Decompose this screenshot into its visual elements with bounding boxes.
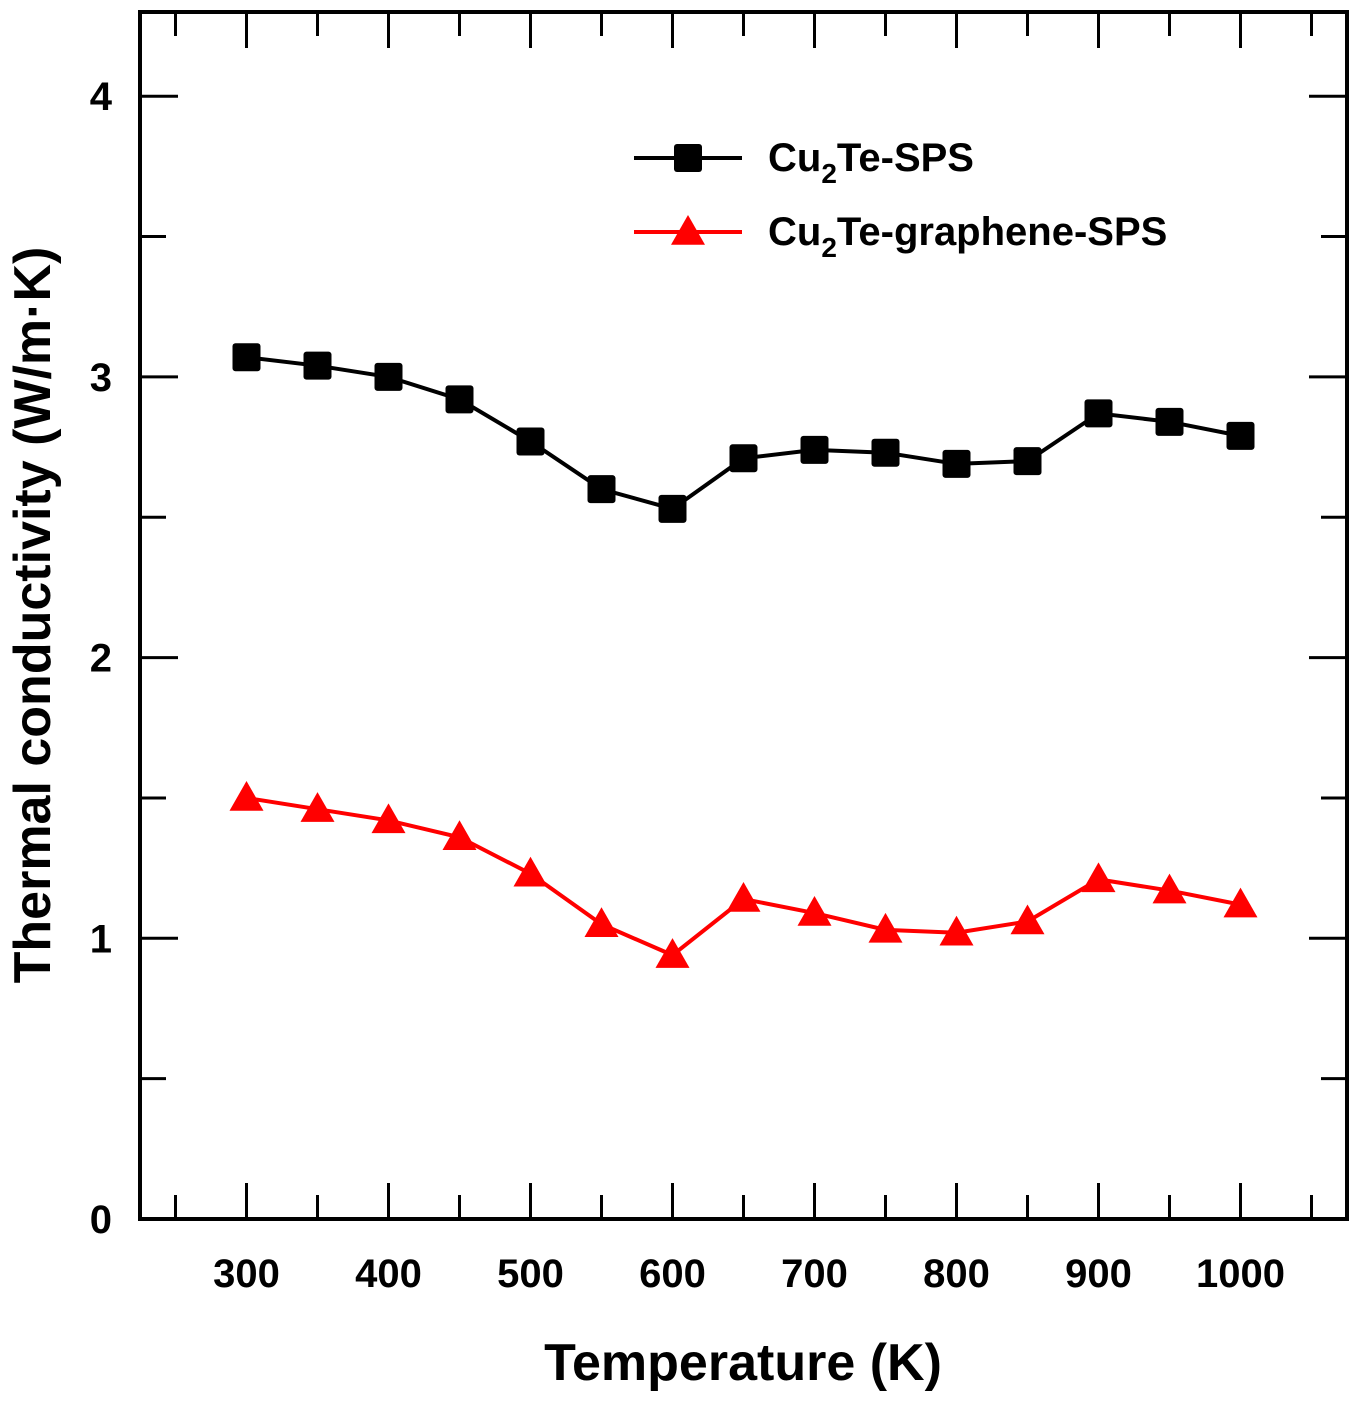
x-tick-label: 500 <box>497 1252 564 1296</box>
data-point-square <box>1013 447 1042 476</box>
data-point-triangle <box>797 896 832 926</box>
data-point-triangle <box>939 915 974 946</box>
x-tick-label: 700 <box>781 1252 848 1296</box>
data-point-triangle <box>300 792 335 822</box>
legend-label: Cu2Te-SPS <box>768 136 974 189</box>
data-point-square <box>1155 407 1184 436</box>
legend-label: Cu2Te-graphene-SPS <box>768 210 1167 263</box>
legend-marker-triangle <box>671 215 705 245</box>
series-layer <box>229 343 1258 968</box>
data-point-square <box>871 438 900 467</box>
data-point-square <box>800 435 829 464</box>
data-point-square <box>374 362 403 391</box>
data-point-square <box>729 444 758 473</box>
y-tick-label: 3 <box>90 356 112 400</box>
data-point-triangle <box>655 938 690 968</box>
data-point-square <box>232 343 261 372</box>
data-point-triangle <box>1152 873 1187 904</box>
data-point-square <box>942 449 971 478</box>
plot-frame <box>138 10 1349 1221</box>
data-point-square <box>445 385 474 414</box>
x-tick-label: 800 <box>923 1252 990 1296</box>
x-tick-label: 600 <box>639 1252 706 1296</box>
data-point-triangle <box>229 780 264 811</box>
data-point-triangle <box>1081 862 1116 893</box>
data-point-triangle <box>868 912 903 943</box>
data-point-square <box>1084 399 1113 428</box>
legend-item: Cu2Te-graphene-SPS <box>634 210 1167 263</box>
y-axis-title: Thermal conductivity (W/m·K) <box>4 247 62 984</box>
series-Cu2Te-SPS <box>232 343 1255 523</box>
data-point-triangle <box>442 820 477 851</box>
data-point-square <box>516 427 545 456</box>
x-tick-label: 1000 <box>1196 1252 1285 1296</box>
data-point-square <box>1226 421 1255 450</box>
legend-item: Cu2Te-SPS <box>634 136 974 189</box>
x-tick-label: 300 <box>213 1252 280 1296</box>
x-tick-label: 400 <box>355 1252 422 1296</box>
x-axis-title: Temperature (K) <box>544 1334 942 1392</box>
data-point-triangle <box>584 907 619 938</box>
y-tick-label: 0 <box>90 1198 112 1242</box>
y-tick-label: 1 <box>90 917 112 961</box>
y-tick-label: 2 <box>90 637 112 681</box>
legend: Cu2Te-SPS Cu2Te-graphene-SPS <box>634 136 1167 263</box>
data-point-triangle <box>513 856 548 887</box>
data-point-square <box>303 351 332 380</box>
axis-tick-labels: 300 400 500 600 700 800 900 1000 0 1 2 3 4 <box>90 75 1285 1296</box>
x-tick-label: 900 <box>1065 1252 1132 1296</box>
data-point-triangle <box>726 882 761 912</box>
data-point-triangle <box>1223 887 1258 918</box>
series-Cu2Te-graphene-SPS <box>229 780 1258 968</box>
data-point-square <box>587 475 616 504</box>
data-point-triangle <box>1010 904 1045 935</box>
legend-marker-square <box>674 144 702 172</box>
data-point-square <box>658 494 687 523</box>
y-tick-label: 4 <box>90 75 113 119</box>
data-point-triangle <box>371 803 406 834</box>
